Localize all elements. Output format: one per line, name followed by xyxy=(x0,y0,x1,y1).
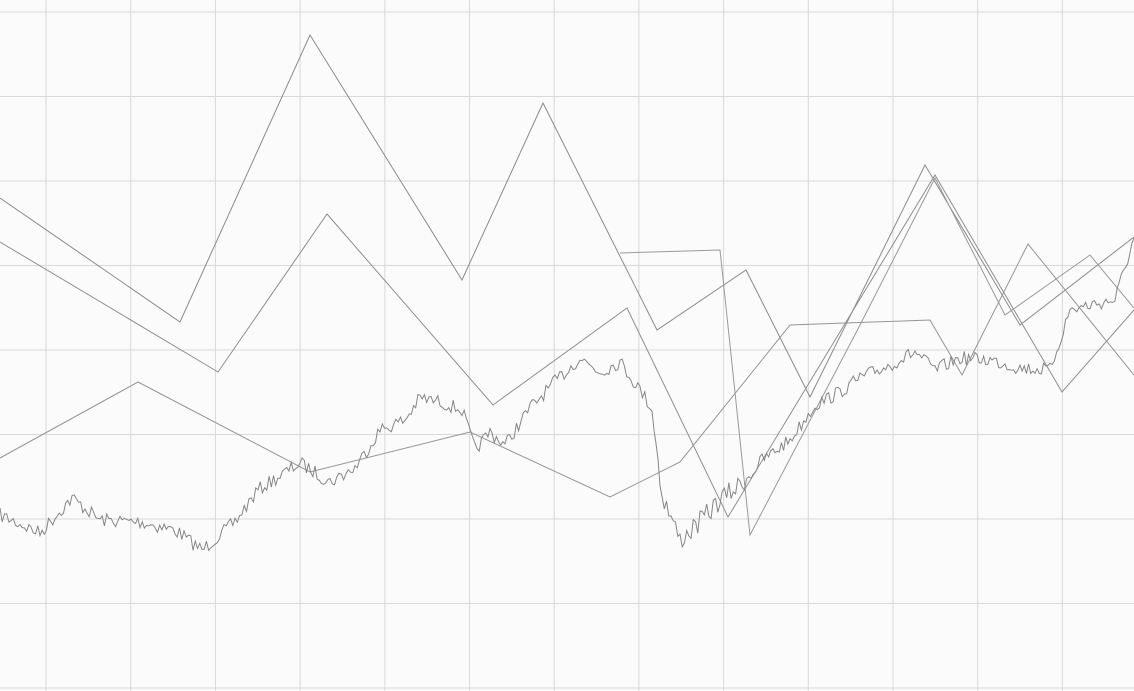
series-line-5 xyxy=(0,237,1134,552)
chart-series-layer xyxy=(0,33,1134,552)
series-line-2 xyxy=(0,174,1134,519)
series-line-4 xyxy=(619,176,1134,537)
series-line-1 xyxy=(0,33,1134,399)
series-line-3 xyxy=(0,243,1134,498)
